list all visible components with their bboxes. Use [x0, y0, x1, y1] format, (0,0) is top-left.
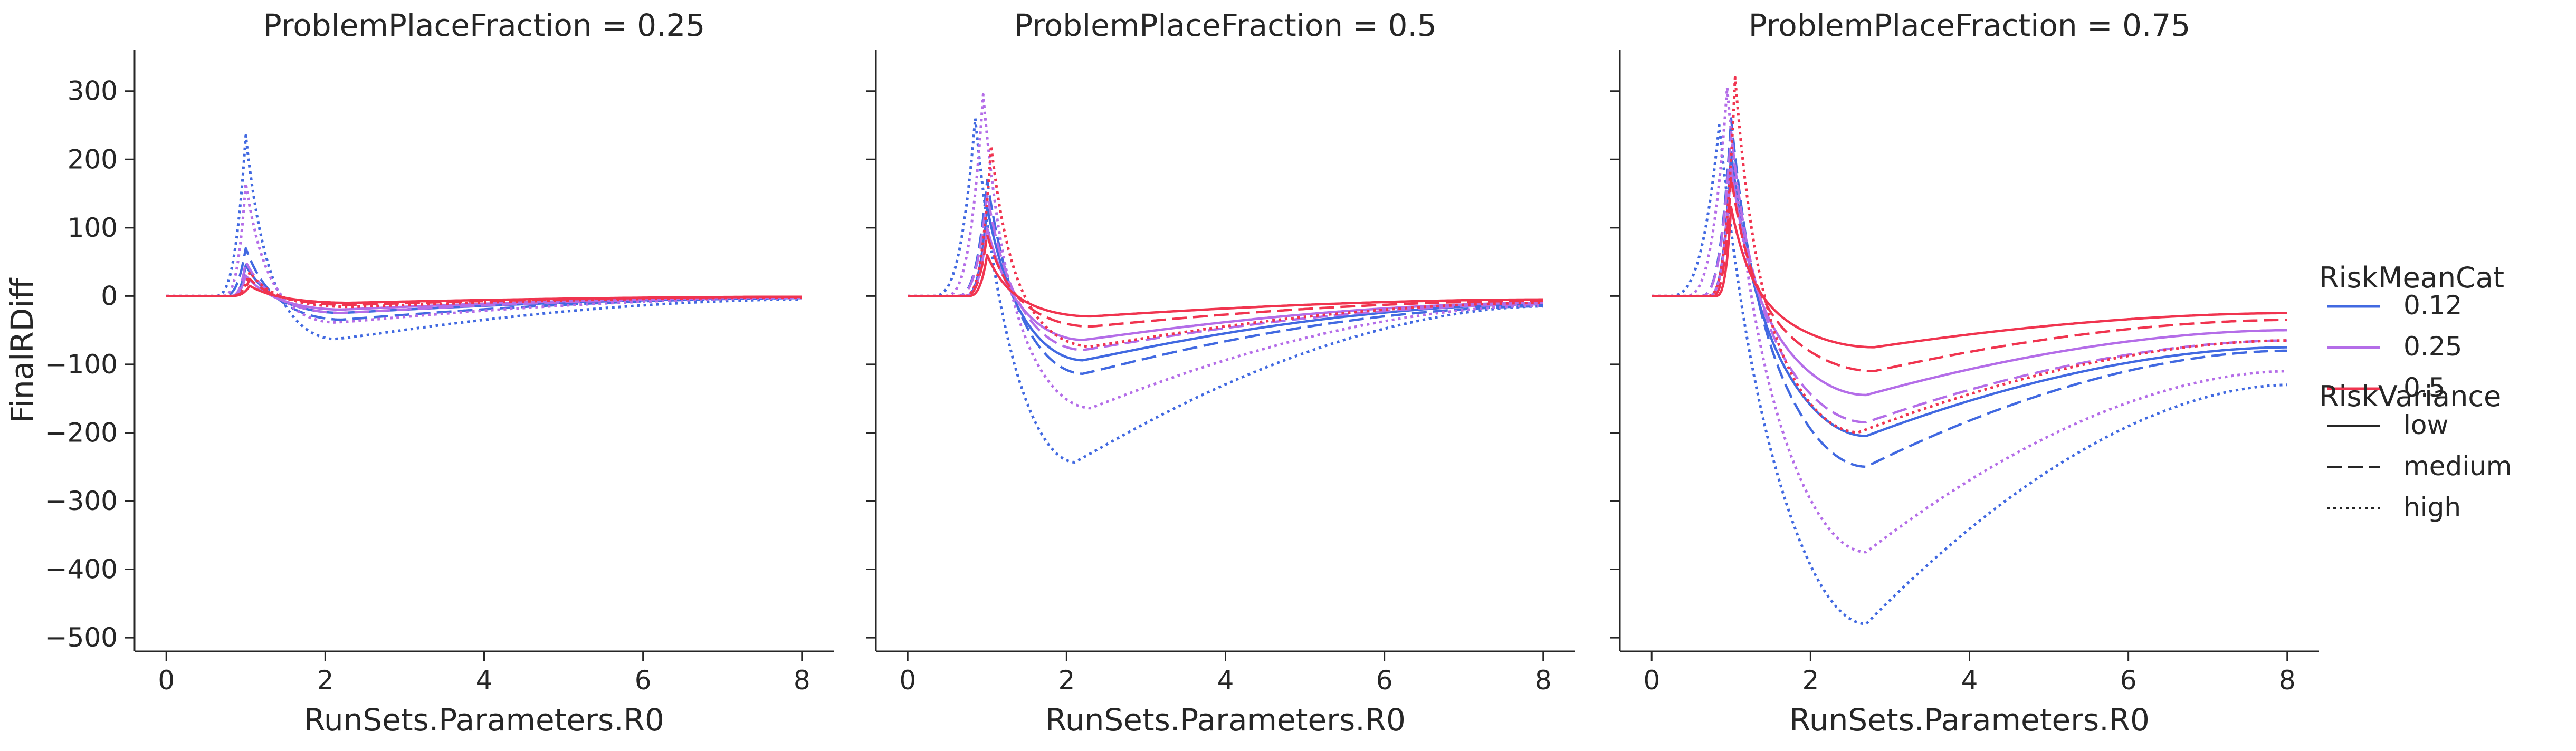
- x-tick-label: 4: [1217, 665, 1234, 696]
- series-line-0.5-medium: [908, 233, 1543, 328]
- panel-3: ProblemPlaceFraction = 0.75 0 2 4 6 8 RunSets.…: [1610, 7, 2319, 738]
- y-tick-label: 100: [68, 213, 118, 243]
- y-axis-title: FinalRDiff: [4, 277, 40, 423]
- series-line-0.12-high: [908, 117, 1543, 464]
- series-line-0.12-medium: [1652, 117, 2287, 468]
- x-axis-title: RunSets.Parameters.R0: [1045, 702, 1406, 738]
- legend-hue-label: 0.12: [2403, 290, 2462, 321]
- x-tick-label: 6: [2120, 665, 2137, 696]
- series-line-0.5-low: [1652, 206, 2287, 349]
- y-tick-label: −400: [45, 554, 118, 585]
- series-line-0.12-low: [908, 206, 1543, 362]
- series-line-0.25-low: [1652, 165, 2287, 397]
- x-tick-label: 6: [1376, 665, 1393, 696]
- series-line-0.5-high: [1652, 76, 2287, 434]
- x-tick-label: 8: [2279, 665, 2296, 696]
- legend-style-label: low: [2403, 410, 2448, 440]
- y-tick-label: 300: [68, 76, 118, 107]
- y-tick-label: −200: [45, 417, 118, 448]
- x-tick-label: 0: [158, 665, 175, 696]
- series-line-0.25-medium: [1652, 131, 2287, 424]
- series-line-0.25-high: [1652, 86, 2287, 554]
- x-tick-label: 2: [1802, 665, 1819, 696]
- legend-hue-label: 0.5: [2403, 372, 2446, 403]
- legend-style-title: RiskVariance: [2319, 380, 2501, 413]
- series-line-0.25-medium: [166, 261, 802, 314]
- x-tick-label: 4: [1961, 665, 1978, 696]
- panel-title: ProblemPlaceFraction = 0.25: [263, 7, 705, 43]
- x-tick-label: 6: [635, 665, 652, 696]
- panel-title: ProblemPlaceFraction = 0.75: [1749, 7, 2190, 43]
- series-line-0.5-low: [166, 284, 802, 304]
- x-tick-label: 0: [899, 665, 916, 696]
- x-tick-label: 8: [794, 665, 810, 696]
- panel-2: ProblemPlaceFraction = 0.5 0 2 4 6 8 RunSets.P…: [866, 7, 1575, 738]
- y-tick-label: 0: [101, 281, 118, 311]
- series-line-0.12-medium: [908, 178, 1543, 376]
- series-line-0.25-medium: [908, 192, 1543, 351]
- legend-hue-title: RiskMeanCat: [2319, 261, 2504, 294]
- legend-style-label: high: [2403, 492, 2461, 523]
- panel-1: ProblemPlaceFraction = 0.25 0 2 4 6 8 RunSets.…: [45, 7, 834, 738]
- series-line-0.5-high: [166, 271, 802, 309]
- series-lines: [908, 93, 1543, 464]
- legend-style-label: medium: [2403, 451, 2512, 482]
- panels: ProblemPlaceFraction = 0.25 0 2 4 6 8 RunSets.…: [45, 7, 2319, 738]
- series-lines: [1652, 76, 2287, 625]
- y-tick-label: 200: [68, 144, 118, 175]
- series-line-0.25-high: [908, 93, 1543, 410]
- panel-title: ProblemPlaceFraction = 0.5: [1014, 7, 1437, 43]
- series-line-0.5-medium: [1652, 175, 2287, 373]
- y-tick-label: −300: [45, 486, 118, 516]
- series-line-0.12-high: [166, 134, 802, 341]
- x-tick-label: 2: [317, 665, 333, 696]
- legend-hue-label: 0.25: [2403, 331, 2462, 362]
- x-tick-label: 0: [1643, 665, 1660, 696]
- x-tick-label: 2: [1058, 665, 1075, 696]
- y-tick-label: −500: [45, 622, 118, 653]
- series-line-0.5-high: [908, 144, 1543, 348]
- series-line-0.12-high: [1652, 124, 2287, 625]
- x-axis-title: RunSets.Parameters.R0: [304, 702, 664, 738]
- x-tick-label: 8: [1535, 665, 1552, 696]
- x-axis-title: RunSets.Parameters.R0: [1789, 702, 2150, 738]
- y-tick-label: −100: [45, 349, 118, 380]
- series-lines: [166, 134, 802, 341]
- x-tick-label: 4: [476, 665, 493, 696]
